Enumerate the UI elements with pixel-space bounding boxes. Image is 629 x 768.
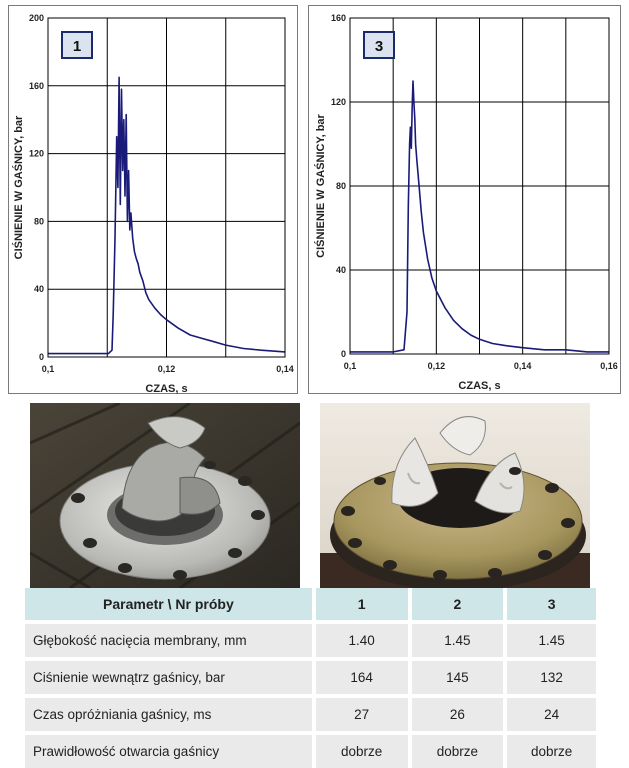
- chart-1-badge: 1: [61, 31, 93, 59]
- chart-1-badge-number: 1: [73, 38, 81, 55]
- chart-3-series-line: [350, 80, 609, 353]
- header-trial-1: 1: [313, 588, 412, 622]
- chart-3-panel: 0 40 80 120 160 0,1 0,12 0,14 0,16 CIŚNIENIE W …: [308, 5, 621, 394]
- chart-3-badge-number: 3: [375, 38, 383, 55]
- chart-1-x-axis-label: CZAS, s: [145, 383, 187, 395]
- table-header-row: Parametr \ Nr próby 1 2 3: [25, 588, 600, 622]
- cell-value: 164: [313, 657, 412, 696]
- chart-1: 0 40 80 120 160 200 0,1 0,12 0,14 CIŚNIENIE W G…: [12, 13, 294, 395]
- results-table: Parametr \ Nr próby 1 2 3 Głębokość naci…: [25, 588, 600, 768]
- table-row: Głębokość nacięcia membrany, mm 1.40 1.4…: [25, 620, 600, 659]
- cell-value: dobrze: [313, 731, 412, 768]
- chart-1-panel: 0 40 80 120 160 200 0,1 0,12 0,14 CIŚNIENIE W G…: [8, 5, 298, 395]
- chart-1-y-tick-label: 80: [34, 216, 44, 226]
- chart-3-y-ticks: 0 40 80 120 160: [331, 13, 346, 359]
- torn-metal-membrane-flange-photo: [30, 403, 300, 588]
- chart-1-grid: [48, 18, 285, 357]
- chart-1-y-tick-label: 200: [29, 13, 44, 23]
- photo-1-illustration: [30, 403, 300, 588]
- petal-opened-membrane-on-yellow-flange-photo: [320, 403, 590, 588]
- header-trial-3: 3: [505, 588, 600, 622]
- chart-1-line-group: [48, 76, 286, 355]
- header-parameter: Parametr \ Nr próby: [25, 588, 316, 622]
- cell-value: 1.40: [313, 620, 412, 659]
- cell-value: 1.45: [505, 620, 600, 659]
- chart-1-y-tick-label: 120: [29, 149, 44, 159]
- chart-1-y-tick-label: 0: [39, 352, 44, 362]
- table-row: Czas opróżniania gaśnicy, ms 27 26 24: [25, 694, 600, 733]
- chart-1-y-tick-label: 40: [34, 284, 44, 294]
- row-label: Czas opróżniania gaśnicy, ms: [25, 694, 316, 733]
- chart-3-line-group: [350, 80, 609, 353]
- chart-3-x-tick-label: 0,1: [344, 361, 357, 371]
- chart-1-y-tick-label: 160: [29, 81, 44, 91]
- chart-3-y-tick-label: 80: [336, 181, 346, 191]
- chart-3-x-tick-label: 0,12: [428, 361, 446, 371]
- chart-3: 0 40 80 120 160 0,1 0,12 0,14 0,16 CIŚNIENIE W …: [314, 13, 618, 392]
- chart-1-x-tick-label: 0,12: [158, 364, 176, 374]
- chart-3-x-tick-label: 0,14: [514, 361, 532, 371]
- chart-3-y-tick-label: 40: [336, 265, 346, 275]
- chart-3-y-tick-label: 120: [331, 97, 346, 107]
- chart-3-plot-frame: [349, 17, 610, 355]
- photo-2-illustration: [320, 403, 590, 588]
- row-label: Ciśnienie wewnątrz gaśnicy, bar: [25, 657, 316, 696]
- row-label: Prawidłowość otwarcia gaśnicy: [25, 731, 316, 768]
- cell-value: 24: [505, 694, 600, 733]
- chart-3-badge-box: [363, 31, 395, 59]
- chart-3-y-axis-label: CIŚNIENIE W GAŚNICY, bar: [314, 113, 327, 257]
- cell-value: 26: [409, 694, 508, 733]
- chart-3-x-tick-label: 0,16: [600, 361, 618, 371]
- cell-value: 145: [409, 657, 508, 696]
- chart-1-x-tick-label: 0,1: [42, 364, 55, 374]
- chart-3-grid: [350, 18, 609, 354]
- cell-value: 132: [505, 657, 600, 696]
- cell-value: 27: [313, 694, 412, 733]
- chart-1-badge-box: [61, 31, 93, 59]
- chart-3-y-tick-label: 0: [341, 349, 346, 359]
- cell-value: 1.45: [409, 620, 508, 659]
- chart-1-y-ticks: 0 40 80 120 160 200: [29, 13, 44, 362]
- header-trial-2: 2: [409, 588, 508, 622]
- chart-1-plot-frame: [47, 17, 286, 358]
- cell-value: dobrze: [409, 731, 508, 768]
- cell-value: dobrze: [505, 731, 600, 768]
- chart-1-y-axis-label: CIŚNIENIE W GAŚNICY, bar: [12, 115, 25, 259]
- row-label: Głębokość nacięcia membrany, mm: [25, 620, 316, 659]
- chart-1-x-tick-label: 0,14: [276, 364, 294, 374]
- chart-3-badge: 3: [363, 31, 395, 59]
- table-row: Prawidłowość otwarcia gaśnicy dobrze dob…: [25, 731, 600, 768]
- chart-3-x-axis-label: CZAS, s: [458, 380, 500, 392]
- chart-3-y-tick-label: 160: [331, 13, 346, 23]
- chart-1-series-line: [48, 76, 286, 355]
- chart-3-x-ticks: 0,1 0,12 0,14 0,16: [344, 361, 618, 371]
- chart-1-x-ticks: 0,1 0,12 0,14: [42, 364, 294, 374]
- table-row: Ciśnienie wewnątrz gaśnicy, bar 164 145 …: [25, 657, 600, 696]
